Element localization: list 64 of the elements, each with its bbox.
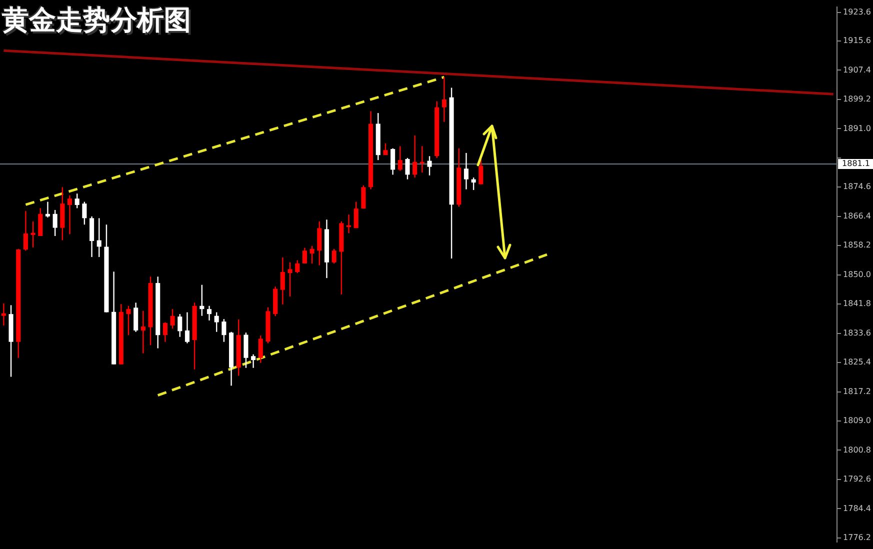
candlestick xyxy=(258,334,263,364)
candlestick xyxy=(162,322,168,342)
candlestick xyxy=(288,262,292,298)
y-tick-label: 1792.6 xyxy=(843,474,872,484)
candlestick xyxy=(206,305,212,322)
candlestick xyxy=(427,156,432,176)
candlestick xyxy=(464,152,469,190)
y-tick-label: 1817.2 xyxy=(843,386,872,396)
candlestick xyxy=(412,134,418,178)
y-tick-label: 1923.6 xyxy=(843,8,872,17)
candlestick xyxy=(67,194,72,235)
y-tick-label: 1800.8 xyxy=(843,445,872,454)
candlestick xyxy=(52,209,58,237)
candlestick xyxy=(280,256,285,306)
candlestick xyxy=(74,192,80,209)
candlestick xyxy=(332,248,336,264)
candlestick xyxy=(200,284,204,316)
y-tick-label: 1899.2 xyxy=(843,94,872,104)
candlestick xyxy=(134,302,138,332)
candlestick xyxy=(420,146,424,174)
candlestick xyxy=(23,210,28,252)
candlestick xyxy=(361,184,366,210)
candlestick xyxy=(38,208,43,237)
y-tick-label: 1866.4 xyxy=(843,211,872,220)
y-tick-label: 1809.0 xyxy=(843,416,872,426)
candlestick xyxy=(310,245,314,264)
candlestick xyxy=(140,310,146,354)
candlestick xyxy=(82,201,87,226)
y-tick-label: 1891.0 xyxy=(843,124,872,133)
candlestick xyxy=(214,312,219,332)
candlestick xyxy=(405,157,410,180)
y-tick-label: 1858.2 xyxy=(843,240,872,250)
y-tick-label: 1825.4 xyxy=(843,358,872,367)
candlestick xyxy=(90,216,94,258)
candlestick xyxy=(478,157,484,185)
y-tick-label: 1907.4 xyxy=(843,65,872,74)
candlestick xyxy=(390,148,396,176)
candlestick xyxy=(222,318,226,342)
candlestick xyxy=(126,305,131,336)
y-tick-label: 1850.0 xyxy=(843,270,872,279)
y-tick-label: 1915.6 xyxy=(843,36,872,46)
candlestick xyxy=(184,312,190,344)
candlestick xyxy=(1,302,6,326)
y-tick-label: 1776.2 xyxy=(843,533,872,542)
ref-line-label: 1881.1 xyxy=(842,159,870,168)
y-tick-label: 1784.4 xyxy=(843,504,872,513)
candlestick xyxy=(302,247,307,264)
candlestick xyxy=(251,354,256,368)
chart-title: 黄金走势分析图 xyxy=(2,4,191,38)
candlestick xyxy=(442,76,446,123)
candlestick xyxy=(170,308,175,330)
y-tick-label: 1874.6 xyxy=(843,182,872,192)
candlestick xyxy=(45,201,50,218)
candlestick xyxy=(398,146,402,172)
candlestick xyxy=(354,201,358,229)
candlestick xyxy=(317,220,322,266)
candlestick xyxy=(96,218,102,258)
candlestick xyxy=(178,313,182,338)
y-tick-label: 1841.8 xyxy=(843,299,872,308)
candlestick xyxy=(471,176,476,191)
candlestick xyxy=(30,220,36,248)
candlestick xyxy=(295,260,300,274)
candlestick xyxy=(244,332,248,368)
y-tick-label: 1833.6 xyxy=(843,328,872,338)
